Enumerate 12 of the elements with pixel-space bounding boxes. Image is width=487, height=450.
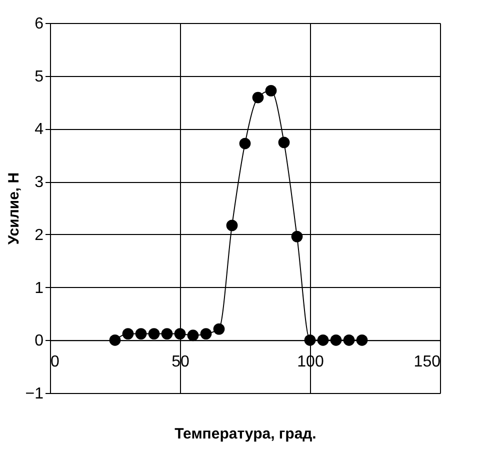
x-axis-title: Температура, град.: [174, 426, 316, 442]
x-tick-label: 150: [414, 354, 441, 371]
y-tick-label: 0: [34, 332, 44, 350]
y-tick-label: 3: [34, 174, 44, 192]
x-tick-label: 0: [50, 354, 60, 371]
y-axis-title: Усилие, Н: [5, 172, 22, 245]
y-tick-label: −1: [25, 386, 44, 402]
y-tick-label: 1: [34, 280, 44, 297]
y-tick-label: 4: [34, 121, 44, 138]
y-tick-label: 6: [34, 16, 44, 32]
y-tick-label: 2: [34, 226, 44, 244]
y-tick-label: 5: [34, 68, 44, 86]
